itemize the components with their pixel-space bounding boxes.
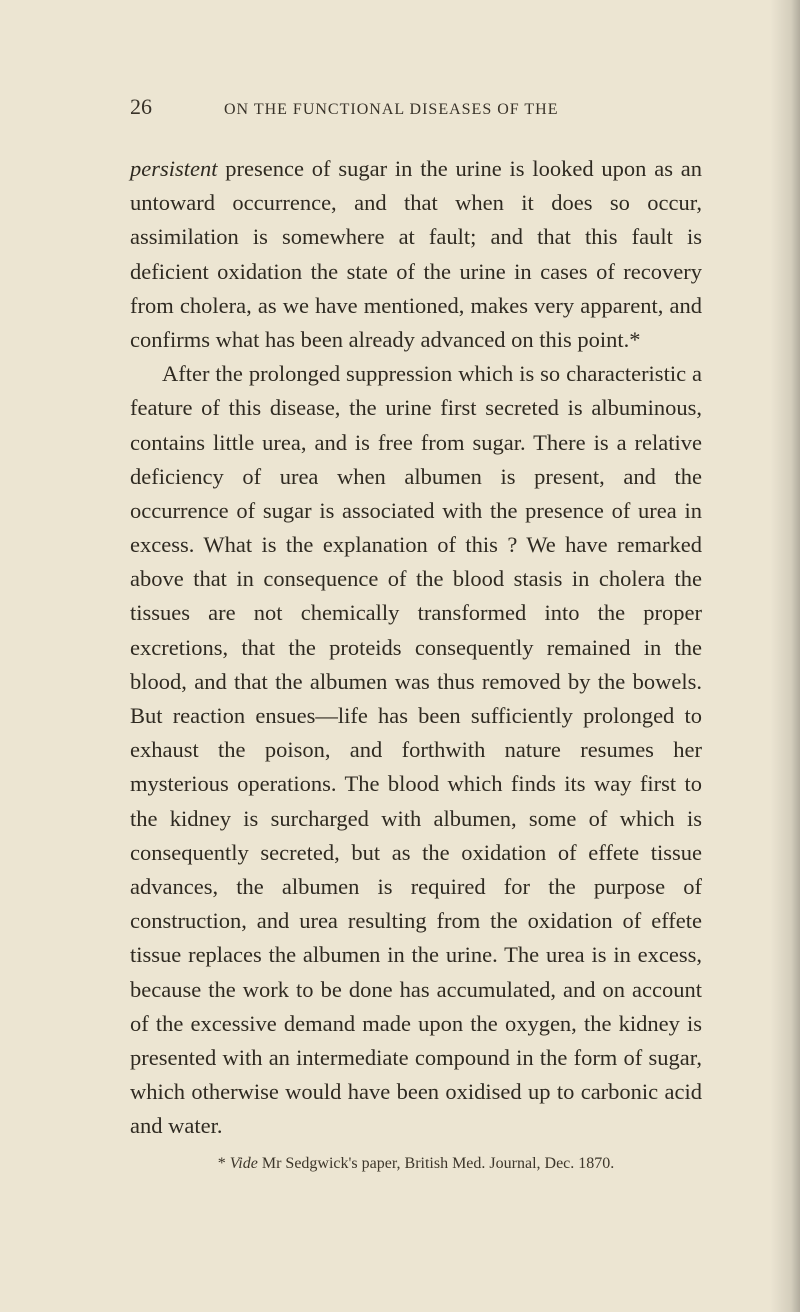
body-text: persistent presence of sugar in the urin… xyxy=(130,152,702,1143)
footnote-mark: * xyxy=(218,1155,226,1172)
footnote: * Vide Mr Sedgwick's paper, British Med.… xyxy=(130,1155,702,1173)
italic-word: persistent xyxy=(130,156,218,181)
page-number: 26 xyxy=(130,94,152,120)
paragraph-2: After the prolonged suppression which is… xyxy=(130,357,702,1143)
page-shadow xyxy=(770,0,800,1312)
document-page: 26 ON THE FUNCTIONAL DISEASES OF THE per… xyxy=(0,0,800,1312)
running-title: ON THE FUNCTIONAL DISEASES OF THE xyxy=(224,101,559,119)
paragraph-1-text: presence of sugar in the urine is looked… xyxy=(130,156,702,352)
paragraph-1: persistent presence of sugar in the urin… xyxy=(130,152,702,357)
footnote-text: Mr Sedgwick's paper, British Med. Journa… xyxy=(258,1155,614,1172)
page-header: 26 ON THE FUNCTIONAL DISEASES OF THE xyxy=(130,94,702,120)
footnote-italic: Vide xyxy=(230,1155,258,1172)
